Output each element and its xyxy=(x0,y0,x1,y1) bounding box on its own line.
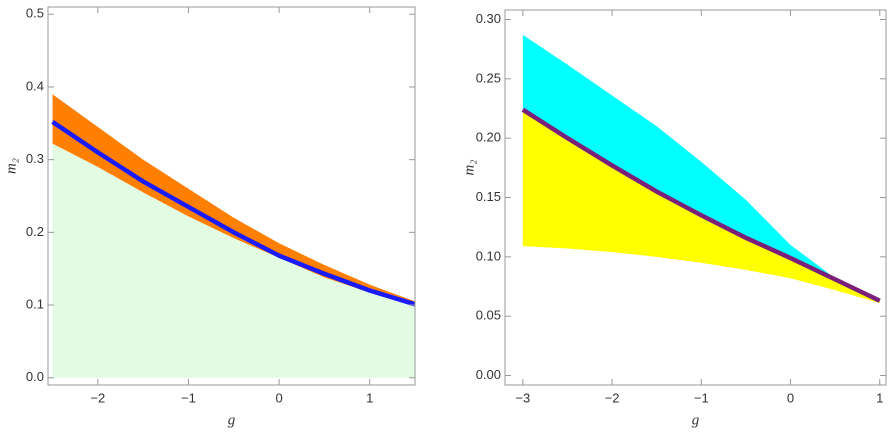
y-tick-label: 0.00 xyxy=(476,367,501,382)
curve xyxy=(51,119,416,307)
x-tick-label: −1 xyxy=(694,390,709,405)
band xyxy=(52,143,416,378)
x-tick-label: 0 xyxy=(787,390,794,405)
x-axis-label: g xyxy=(228,412,236,428)
y-axis-label: m₂ xyxy=(3,158,19,174)
x-tick-label: −1 xyxy=(181,390,196,405)
y-tick-label: 0.05 xyxy=(476,308,501,323)
x-tick-label: 0 xyxy=(275,390,282,405)
y-tick-label: 0.30 xyxy=(476,11,501,26)
x-tick-label: −2 xyxy=(90,390,105,405)
x-tick-label: 1 xyxy=(366,390,373,405)
x-tick-label: −2 xyxy=(605,390,620,405)
frame xyxy=(47,6,416,386)
y-tick-label: 0.10 xyxy=(476,248,501,263)
y-tick-label: 0.5 xyxy=(26,6,44,21)
y-axis-label: m₂ xyxy=(461,159,477,175)
y-tick-label: 0.0 xyxy=(26,369,44,384)
band xyxy=(522,34,880,301)
y-tick-label: 0.1 xyxy=(26,296,44,311)
y-tick-label: 0.25 xyxy=(476,70,501,85)
curve xyxy=(521,107,881,303)
x-tick-label: −3 xyxy=(515,390,530,405)
y-tick-label: 0.2 xyxy=(26,224,44,239)
y-tick-label: 0.4 xyxy=(26,78,44,93)
x-axis-label: g xyxy=(692,412,700,428)
y-tick-label: 0.15 xyxy=(476,189,501,204)
y-tick-label: 0.20 xyxy=(476,130,501,145)
y-tick-label: 0.3 xyxy=(26,151,44,166)
x-tick-label: 1 xyxy=(876,390,883,405)
